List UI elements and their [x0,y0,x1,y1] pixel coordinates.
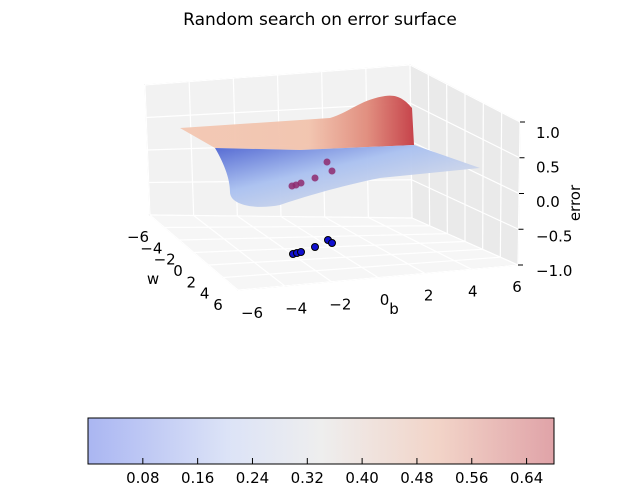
right-gridline [409,64,521,123]
x-axis-label: w [147,270,159,288]
colorbar-tick-label: 0.32 [291,469,324,487]
right-gridline [411,217,519,266]
x-tick-label: 0 [173,262,183,280]
error-surface [180,95,480,207]
colorbar-gradient [87,417,555,465]
z-axis-label: error [566,184,584,221]
y-tick-label: 6 [512,278,522,296]
z-axis-ticks: −1.0 −0.5 0.0 0.5 1.0 [518,121,572,280]
y-tick-label: 2 [424,287,434,305]
floor-gridline [237,264,519,291]
search-points [288,158,336,258]
x-tick-label: −4 [140,239,162,257]
chart-title: Random search on error surface [183,10,457,30]
z-tick-label: 0.5 [536,159,560,177]
floor-gridline [368,216,472,270]
y-tick-label: −6 [241,304,263,322]
right-gridline [411,179,519,230]
search-point-surface [297,179,305,187]
z-tick-label: −1.0 [536,262,572,280]
back-gridline [144,64,411,86]
search-point-surface [311,174,319,182]
colorbar-tick-label: 0.64 [510,469,543,487]
search-point-floor [328,239,336,247]
y-tick-label: 4 [468,282,478,300]
search-point-surface [323,158,331,166]
search-point-surface [328,167,336,175]
colorbar-tick-label: 0.08 [126,469,159,487]
search-point-floor [297,248,305,256]
colorbar-ticks: 0.08 0.16 0.24 0.32 0.40 0.48 0.56 0.64 [126,458,543,487]
colorbar: 0.08 0.16 0.24 0.32 0.40 0.48 0.56 0.64 [87,417,555,487]
x-tick-label: 6 [213,296,223,314]
surface-front [215,145,480,207]
x-tick-label: 4 [200,285,210,303]
surface-back [180,95,414,150]
z-tick-label: 0.0 [536,193,560,211]
colorbar-tick-label: 0.40 [345,469,378,487]
back-gridline [149,214,413,219]
colorbar-tick-label: 0.24 [236,469,269,487]
y-tick-label: −4 [285,300,307,318]
y-tick-label: −2 [329,295,351,313]
colorbar-tick-label: 0.48 [400,469,433,487]
right-gridline [410,102,520,159]
z-tick-label: 1.0 [536,124,560,142]
y-axis-label: b [389,300,399,318]
x-tick-label: −6 [127,228,149,246]
z-tick-label: −0.5 [536,228,572,246]
y-tick-label: 0 [380,291,390,309]
x-tick-label: 2 [187,273,197,291]
y-axis-ticks: −6 −4 −2 0 2 4 6 [241,278,522,322]
x-tick-label: −2 [154,251,176,269]
search-point-floor [311,243,319,251]
colorbar-tick-label: 0.16 [181,469,214,487]
colorbar-tick-label: 0.56 [455,469,488,487]
